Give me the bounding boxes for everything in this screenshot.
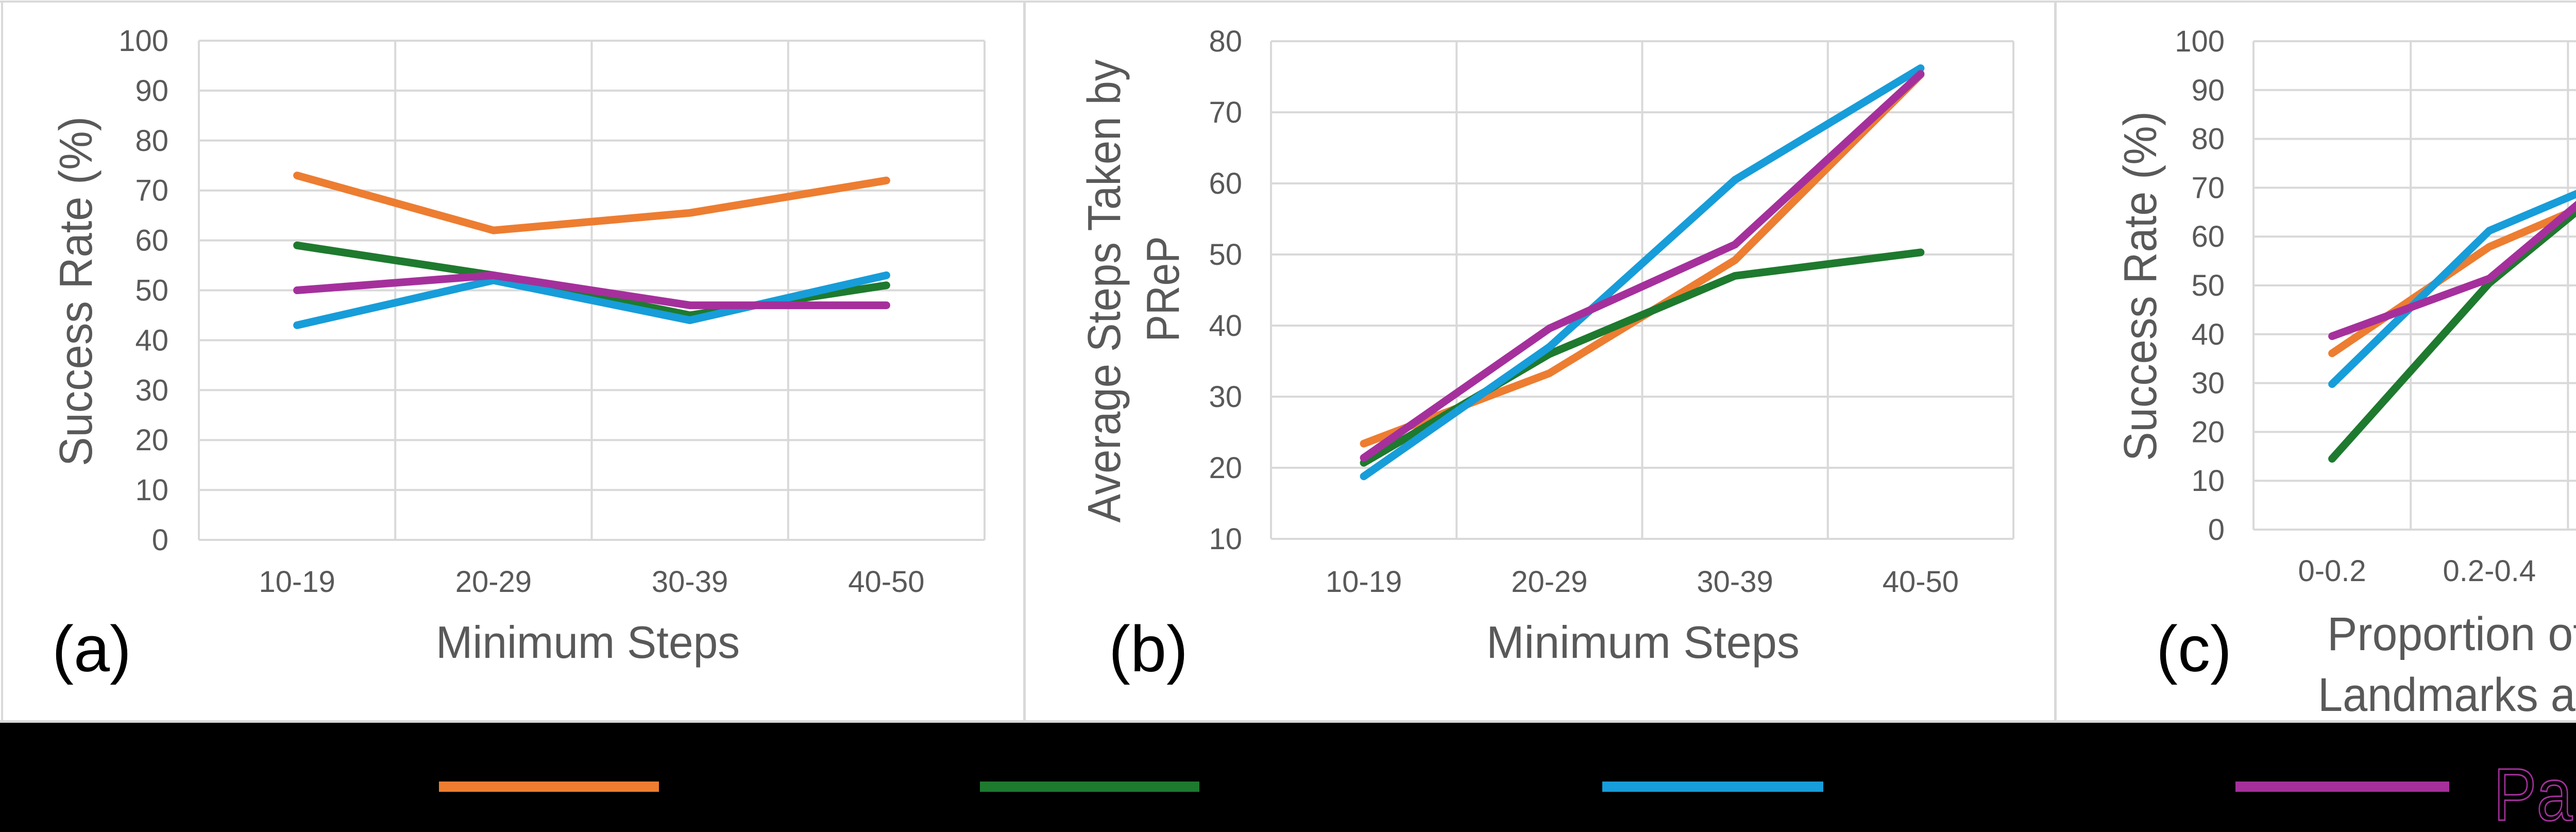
svg-text:0: 0 bbox=[2208, 513, 2225, 547]
svg-text:PReP: PReP bbox=[1138, 236, 1189, 342]
svg-text:10: 10 bbox=[135, 473, 168, 507]
svg-text:40: 40 bbox=[1209, 309, 1242, 343]
svg-text:20: 20 bbox=[2191, 415, 2225, 449]
svg-text:20-29: 20-29 bbox=[455, 565, 532, 599]
svg-text:0-0.2: 0-0.2 bbox=[2298, 554, 2366, 588]
svg-text:10: 10 bbox=[1209, 522, 1242, 556]
svg-text:30: 30 bbox=[135, 373, 168, 407]
svg-text:60: 60 bbox=[135, 224, 168, 258]
svg-text:Landmarks among Nodes Visited: Landmarks among Nodes Visited bbox=[2318, 669, 2576, 721]
svg-text:60: 60 bbox=[2191, 220, 2225, 253]
svg-text:50: 50 bbox=[135, 274, 168, 308]
svg-text:Success Rate (%): Success Rate (%) bbox=[50, 116, 102, 466]
svg-text:10-19: 10-19 bbox=[259, 565, 335, 599]
svg-text:Proportion of Nodes with Visib: Proportion of Nodes with Visible bbox=[2327, 608, 2576, 660]
svg-text:10: 10 bbox=[2191, 464, 2225, 498]
svg-text:80: 80 bbox=[2191, 123, 2225, 156]
svg-text:80: 80 bbox=[1209, 25, 1242, 58]
svg-text:10-19: 10-19 bbox=[1326, 565, 1402, 599]
svg-text:Paris: Paris bbox=[2494, 753, 2576, 832]
svg-text:30-39: 30-39 bbox=[1697, 565, 1773, 599]
svg-text:40: 40 bbox=[135, 324, 168, 357]
svg-text:Minimum Steps: Minimum Steps bbox=[436, 617, 740, 668]
svg-text:(c): (c) bbox=[2156, 613, 2232, 685]
svg-text:Average Steps Taken by: Average Steps Taken by bbox=[1079, 60, 1130, 523]
svg-text:40-50: 40-50 bbox=[1883, 565, 1959, 599]
svg-text:70: 70 bbox=[135, 174, 168, 208]
svg-text:30-39: 30-39 bbox=[652, 565, 728, 599]
svg-text:20: 20 bbox=[135, 423, 168, 457]
svg-text:40: 40 bbox=[2191, 318, 2225, 351]
svg-text:100: 100 bbox=[2175, 25, 2225, 58]
svg-text:30: 30 bbox=[2191, 367, 2225, 400]
svg-text:70: 70 bbox=[2191, 171, 2225, 205]
svg-text:(a): (a) bbox=[52, 613, 131, 685]
svg-text:100: 100 bbox=[118, 24, 168, 58]
svg-text:50: 50 bbox=[1209, 238, 1242, 271]
svg-text:40-50: 40-50 bbox=[848, 565, 924, 599]
svg-text:70: 70 bbox=[1209, 96, 1242, 129]
svg-text:50: 50 bbox=[2191, 269, 2225, 302]
svg-text:(b): (b) bbox=[1109, 613, 1188, 685]
svg-text:60: 60 bbox=[1209, 167, 1242, 200]
svg-text:0: 0 bbox=[152, 523, 168, 557]
svg-text:Success Rate (%): Success Rate (%) bbox=[2115, 111, 2166, 461]
svg-text:30: 30 bbox=[1209, 380, 1242, 414]
svg-text:0.2-0.4: 0.2-0.4 bbox=[2443, 554, 2536, 588]
svg-text:80: 80 bbox=[135, 124, 168, 158]
svg-text:90: 90 bbox=[135, 74, 168, 108]
svg-text:20-29: 20-29 bbox=[1511, 565, 1587, 599]
svg-text:20: 20 bbox=[1209, 451, 1242, 485]
svg-text:Minimum Steps: Minimum Steps bbox=[1486, 617, 1800, 668]
svg-text:90: 90 bbox=[2191, 74, 2225, 107]
